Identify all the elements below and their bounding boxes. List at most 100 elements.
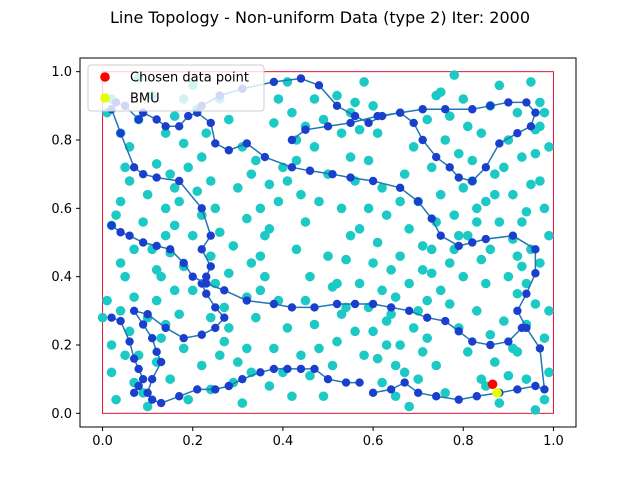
data-point: [246, 169, 257, 179]
som-node: [287, 135, 297, 145]
data-point: [363, 155, 374, 166]
som-node: [409, 118, 418, 128]
data-point: [214, 227, 225, 238]
som-node: [368, 176, 378, 186]
data-point: [368, 101, 378, 111]
som-node: [441, 105, 450, 114]
som-node: [395, 108, 405, 117]
som-line: [201, 77, 537, 182]
som-node: [427, 214, 436, 223]
data-point: [422, 114, 433, 125]
som-node: [296, 364, 306, 374]
data-point: [435, 189, 446, 200]
data-point: [490, 189, 500, 200]
som-node: [355, 378, 364, 387]
som-node: [535, 344, 545, 353]
data-point: [210, 203, 221, 214]
som-node: [454, 173, 463, 182]
data-point: [251, 155, 261, 166]
som-node: [202, 289, 211, 298]
data-point: [282, 77, 293, 87]
data-point: [494, 80, 505, 91]
data-point: [404, 401, 414, 412]
som-node: [468, 238, 477, 247]
data-point: [530, 405, 541, 415]
data-point: [269, 343, 279, 354]
data-point: [503, 370, 514, 381]
data-point: [224, 323, 234, 333]
data-point: [476, 374, 487, 384]
data-point: [314, 343, 324, 354]
som-node: [432, 152, 441, 162]
som-node: [296, 74, 306, 83]
som-node: [472, 392, 481, 401]
som-node: [454, 327, 463, 336]
legend-label: Chosen data point: [130, 71, 249, 86]
data-point: [390, 360, 401, 371]
som-node: [269, 299, 279, 309]
data-point: [242, 213, 252, 224]
data-point: [192, 186, 203, 197]
som-node: [445, 163, 454, 172]
data-point: [544, 142, 554, 152]
x-tick-label: 0.4: [273, 434, 294, 449]
som-node: [305, 166, 315, 175]
data-point: [318, 391, 329, 402]
data-point: [517, 217, 527, 227]
som-node: [386, 303, 396, 312]
som-node: [197, 245, 206, 254]
data-point: [336, 309, 347, 320]
data-point: [224, 268, 234, 279]
data-point: [237, 398, 248, 408]
data-point: [111, 210, 121, 220]
data-point: [291, 244, 302, 255]
som-node: [436, 231, 445, 240]
data-point: [521, 278, 532, 289]
data-point: [120, 271, 130, 282]
data-point: [386, 309, 396, 320]
data-point: [539, 203, 550, 214]
data-point: [440, 388, 451, 398]
legend-box: [87, 64, 265, 112]
data-point: [165, 374, 175, 384]
som-node: [152, 115, 161, 124]
data-point: [499, 162, 509, 173]
som-node: [175, 392, 184, 401]
data-point: [160, 203, 171, 214]
som-node: [269, 364, 279, 374]
som-node: [418, 135, 427, 145]
som-node: [368, 299, 378, 309]
data-point: [517, 152, 527, 162]
data-point: [386, 265, 396, 275]
som-node: [377, 111, 387, 121]
som-node: [441, 316, 450, 326]
data-point: [228, 241, 239, 251]
som-node: [495, 139, 504, 148]
som-node: [368, 388, 378, 398]
som-node: [129, 306, 139, 316]
som-node: [386, 385, 396, 394]
legend: Chosen data point BMU: [87, 64, 265, 112]
som-node: [504, 337, 513, 346]
som-node: [522, 289, 531, 298]
data-point: [341, 302, 351, 313]
data-point: [341, 254, 351, 265]
data-point: [368, 326, 378, 337]
som-node: [147, 333, 157, 343]
data-point: [201, 128, 212, 138]
som-node: [531, 381, 540, 391]
bmu-point: [492, 388, 502, 398]
axes: 0.0 0.2 0.4 0.6 0.8 1.0 0.0 0.2 0.4 0.6 0.8 1.0: [51, 57, 577, 449]
som-node: [220, 313, 229, 322]
data-point: [160, 230, 171, 241]
som-node: [220, 286, 229, 295]
som-node: [395, 183, 405, 193]
data-point: [539, 394, 550, 405]
som-node: [143, 388, 152, 398]
som-node: [364, 118, 373, 128]
data-point: [124, 176, 135, 186]
data-point: [462, 347, 473, 357]
data-point: [390, 391, 401, 402]
som-node: [202, 279, 211, 288]
som-node: [134, 115, 143, 124]
